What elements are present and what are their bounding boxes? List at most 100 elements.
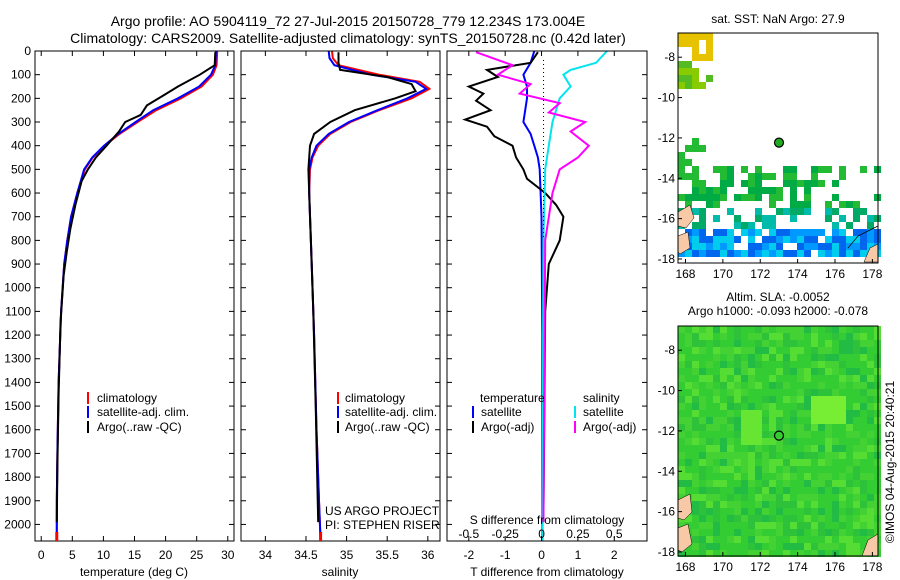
- sla-cell: [839, 354, 846, 361]
- sla-cell: [853, 459, 860, 466]
- sla-cell: [832, 494, 839, 501]
- sst-cell: [860, 229, 867, 236]
- sst-cell: [783, 173, 790, 180]
- sla-cell: [797, 333, 804, 340]
- x-tick-label: 178: [862, 560, 882, 574]
- sla-cell: [734, 333, 741, 340]
- sst-cell: [706, 194, 713, 201]
- sla-cell: [776, 326, 783, 333]
- sla-cell: [741, 361, 748, 368]
- sla-cell: [748, 445, 755, 452]
- sla-cell: [741, 382, 748, 389]
- sla-cell: [748, 417, 755, 424]
- x-tick-label: 1: [575, 548, 582, 562]
- sst-cell: [727, 166, 734, 173]
- argo-location-marker: [773, 430, 785, 441]
- sla-cell: [741, 515, 748, 522]
- sla-cell: [762, 347, 769, 354]
- sla-cell: [762, 459, 769, 466]
- sla-cell: [769, 466, 776, 473]
- sla-cell: [839, 361, 846, 368]
- sla-cell: [706, 438, 713, 445]
- sla-cell: [769, 480, 776, 487]
- sla-cell: [804, 417, 811, 424]
- sla-cell: [769, 326, 776, 333]
- sla-cell: [713, 396, 720, 403]
- sla-cell: [846, 396, 853, 403]
- sla-cell: [846, 368, 853, 375]
- sla-cell: [692, 340, 699, 347]
- sst-cell: [727, 229, 734, 236]
- sla-cell: [734, 368, 741, 375]
- sst-cell: [685, 229, 692, 236]
- y-tick-label: -10: [658, 384, 676, 398]
- sla-cell: [860, 438, 867, 445]
- sla-cell: [692, 417, 699, 424]
- sla-cell: [769, 508, 776, 515]
- sla-cell: [685, 410, 692, 417]
- difference-panel: -2 -1 0 1 2 -0.5 -0.25 0 0.25 0.5 T difference fr…: [446, 50, 648, 579]
- sla-cell: [860, 487, 867, 494]
- sla-cell: [769, 382, 776, 389]
- sla-cell: [741, 529, 748, 536]
- x-tick-label: 30: [221, 548, 235, 562]
- sla-cell: [832, 508, 839, 515]
- sla-cell: [755, 445, 762, 452]
- sla-cell: [748, 361, 755, 368]
- sla-cell: [727, 438, 734, 445]
- sla-cell: [699, 368, 706, 375]
- sla-cell: [790, 487, 797, 494]
- sla-cell: [741, 487, 748, 494]
- sst-cell: [783, 229, 790, 236]
- sla-cell: [832, 375, 839, 382]
- sst-cell: [741, 229, 748, 236]
- sla-cell: [832, 410, 839, 417]
- sla-cell: [720, 466, 727, 473]
- sla-cell: [853, 529, 860, 536]
- sla-cell: [769, 438, 776, 445]
- sla-cell: [811, 333, 818, 340]
- sla-cell: [846, 382, 853, 389]
- sla-cell: [860, 501, 867, 508]
- sla-cell: [706, 333, 713, 340]
- sla-cell: [867, 445, 874, 452]
- sla-cell: [776, 459, 783, 466]
- sst-cell: [818, 243, 825, 250]
- sla-cell: [727, 522, 734, 529]
- y-tick-label: -14: [658, 464, 676, 478]
- sla-cell: [720, 431, 727, 438]
- sla-cell: [755, 347, 762, 354]
- sla-cell: [825, 536, 832, 543]
- sla-cell: [769, 529, 776, 536]
- sla-cell: [811, 354, 818, 361]
- sla-cell: [685, 333, 692, 340]
- sla-cell: [727, 333, 734, 340]
- sla-cell: [853, 333, 860, 340]
- sla-cell: [678, 550, 685, 557]
- sst-cell: [776, 229, 783, 236]
- sla-cell: [867, 354, 874, 361]
- sst-cell: [860, 243, 867, 250]
- sla-cell: [692, 333, 699, 340]
- sla-cell: [706, 361, 713, 368]
- sla-cell: [762, 326, 769, 333]
- sla-cell: [811, 536, 818, 543]
- x-tick-label: 10: [97, 548, 111, 562]
- sla-cell: [853, 403, 860, 410]
- sst-cell: [699, 236, 706, 243]
- sst-cell: [706, 236, 713, 243]
- sla-cell: [741, 543, 748, 550]
- sla-cell: [755, 375, 762, 382]
- sla-cell: [867, 515, 874, 522]
- series-line: [55, 50, 217, 541]
- sst-cell: [748, 187, 755, 194]
- sla-cell: [790, 529, 797, 536]
- x-tick-label: 35.5: [376, 548, 400, 562]
- sla-cell: [769, 417, 776, 424]
- legend-label: satellite-adj. clim.: [97, 405, 189, 419]
- sla-cell: [713, 494, 720, 501]
- sla-cell: [776, 361, 783, 368]
- sst-cell: [699, 33, 706, 40]
- sla-cell: [853, 522, 860, 529]
